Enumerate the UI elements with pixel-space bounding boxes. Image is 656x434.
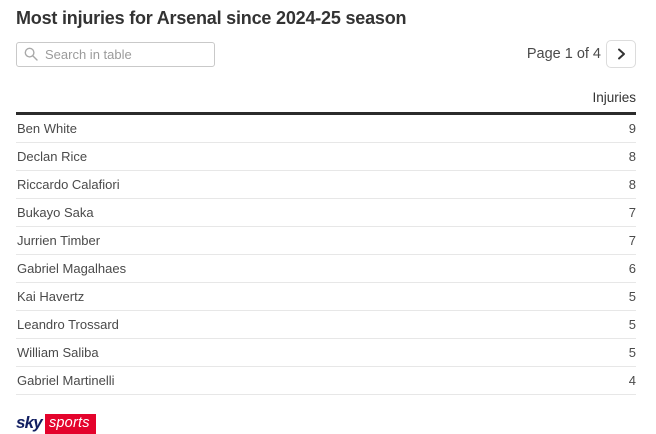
player-name-cell: Leandro Trossard: [16, 310, 516, 339]
injuries-value-cell: 8: [516, 142, 636, 171]
injuries-value-cell: 4: [516, 366, 636, 395]
table-row: Gabriel Magalhaes 6: [16, 254, 636, 283]
pagination-label: Page 1 of 4: [526, 46, 601, 62]
sports-logo-text: sports: [44, 414, 96, 434]
injuries-value-cell: 5: [516, 310, 636, 339]
injuries-value-cell: 8: [516, 170, 636, 199]
table-row: Jurrien Timber 7: [16, 226, 636, 255]
injuries-value-cell: 5: [516, 338, 636, 367]
injuries-value-cell: 5: [516, 282, 636, 311]
table-row: William Saliba 5: [16, 338, 636, 367]
table-row: Leandro Trossard 5: [16, 310, 636, 339]
table-row: Ben White 9: [16, 113, 636, 143]
table-row: Kai Havertz 5: [16, 282, 636, 311]
page-title: Most injuries for Arsenal since 2024-25 …: [16, 8, 407, 28]
table-row: Riccardo Calafiori 8: [16, 170, 636, 199]
player-name-cell: Gabriel Martinelli: [16, 366, 516, 395]
table-row: Gabriel Martinelli 4: [16, 366, 636, 395]
player-name-cell: William Saliba: [16, 338, 516, 367]
table-header-row: Injuries: [16, 90, 636, 115]
sky-sports-logo: sky sports: [16, 413, 96, 434]
player-name-cell: Riccardo Calafiori: [16, 170, 516, 199]
injuries-value-cell: 7: [516, 198, 636, 227]
injuries-value-cell: 7: [516, 226, 636, 255]
search-box[interactable]: [16, 41, 215, 67]
sky-logo-text: sky: [16, 413, 43, 432]
table-toolbar: Page 1 of 4: [16, 40, 636, 68]
chevron-right-icon: [617, 48, 626, 60]
injuries-table: Injuries Ben White 9 Declan Rice 8 Riccardo …: [16, 90, 636, 395]
player-name-cell: Declan Rice: [16, 142, 516, 171]
injuries-value-cell: 9: [516, 113, 636, 143]
column-header-player: [16, 90, 516, 115]
player-name-cell: Gabriel Magalhaes: [16, 254, 516, 283]
table-row: Declan Rice 8: [16, 142, 636, 171]
search-input[interactable]: [45, 46, 206, 62]
player-name-cell: Jurrien Timber: [16, 226, 516, 255]
search-icon: [24, 47, 38, 61]
next-page-button[interactable]: [606, 40, 636, 68]
player-name-cell: Kai Havertz: [16, 282, 516, 311]
player-name-cell: Ben White: [16, 113, 516, 143]
logo-row: sky sports: [16, 413, 636, 434]
player-name-cell: Bukayo Saka: [16, 198, 516, 227]
table-row: Bukayo Saka 7: [16, 198, 636, 227]
pagination: Page 1 of 4: [527, 40, 636, 68]
injuries-value-cell: 6: [516, 254, 636, 283]
column-header-injuries: Injuries: [516, 90, 636, 115]
